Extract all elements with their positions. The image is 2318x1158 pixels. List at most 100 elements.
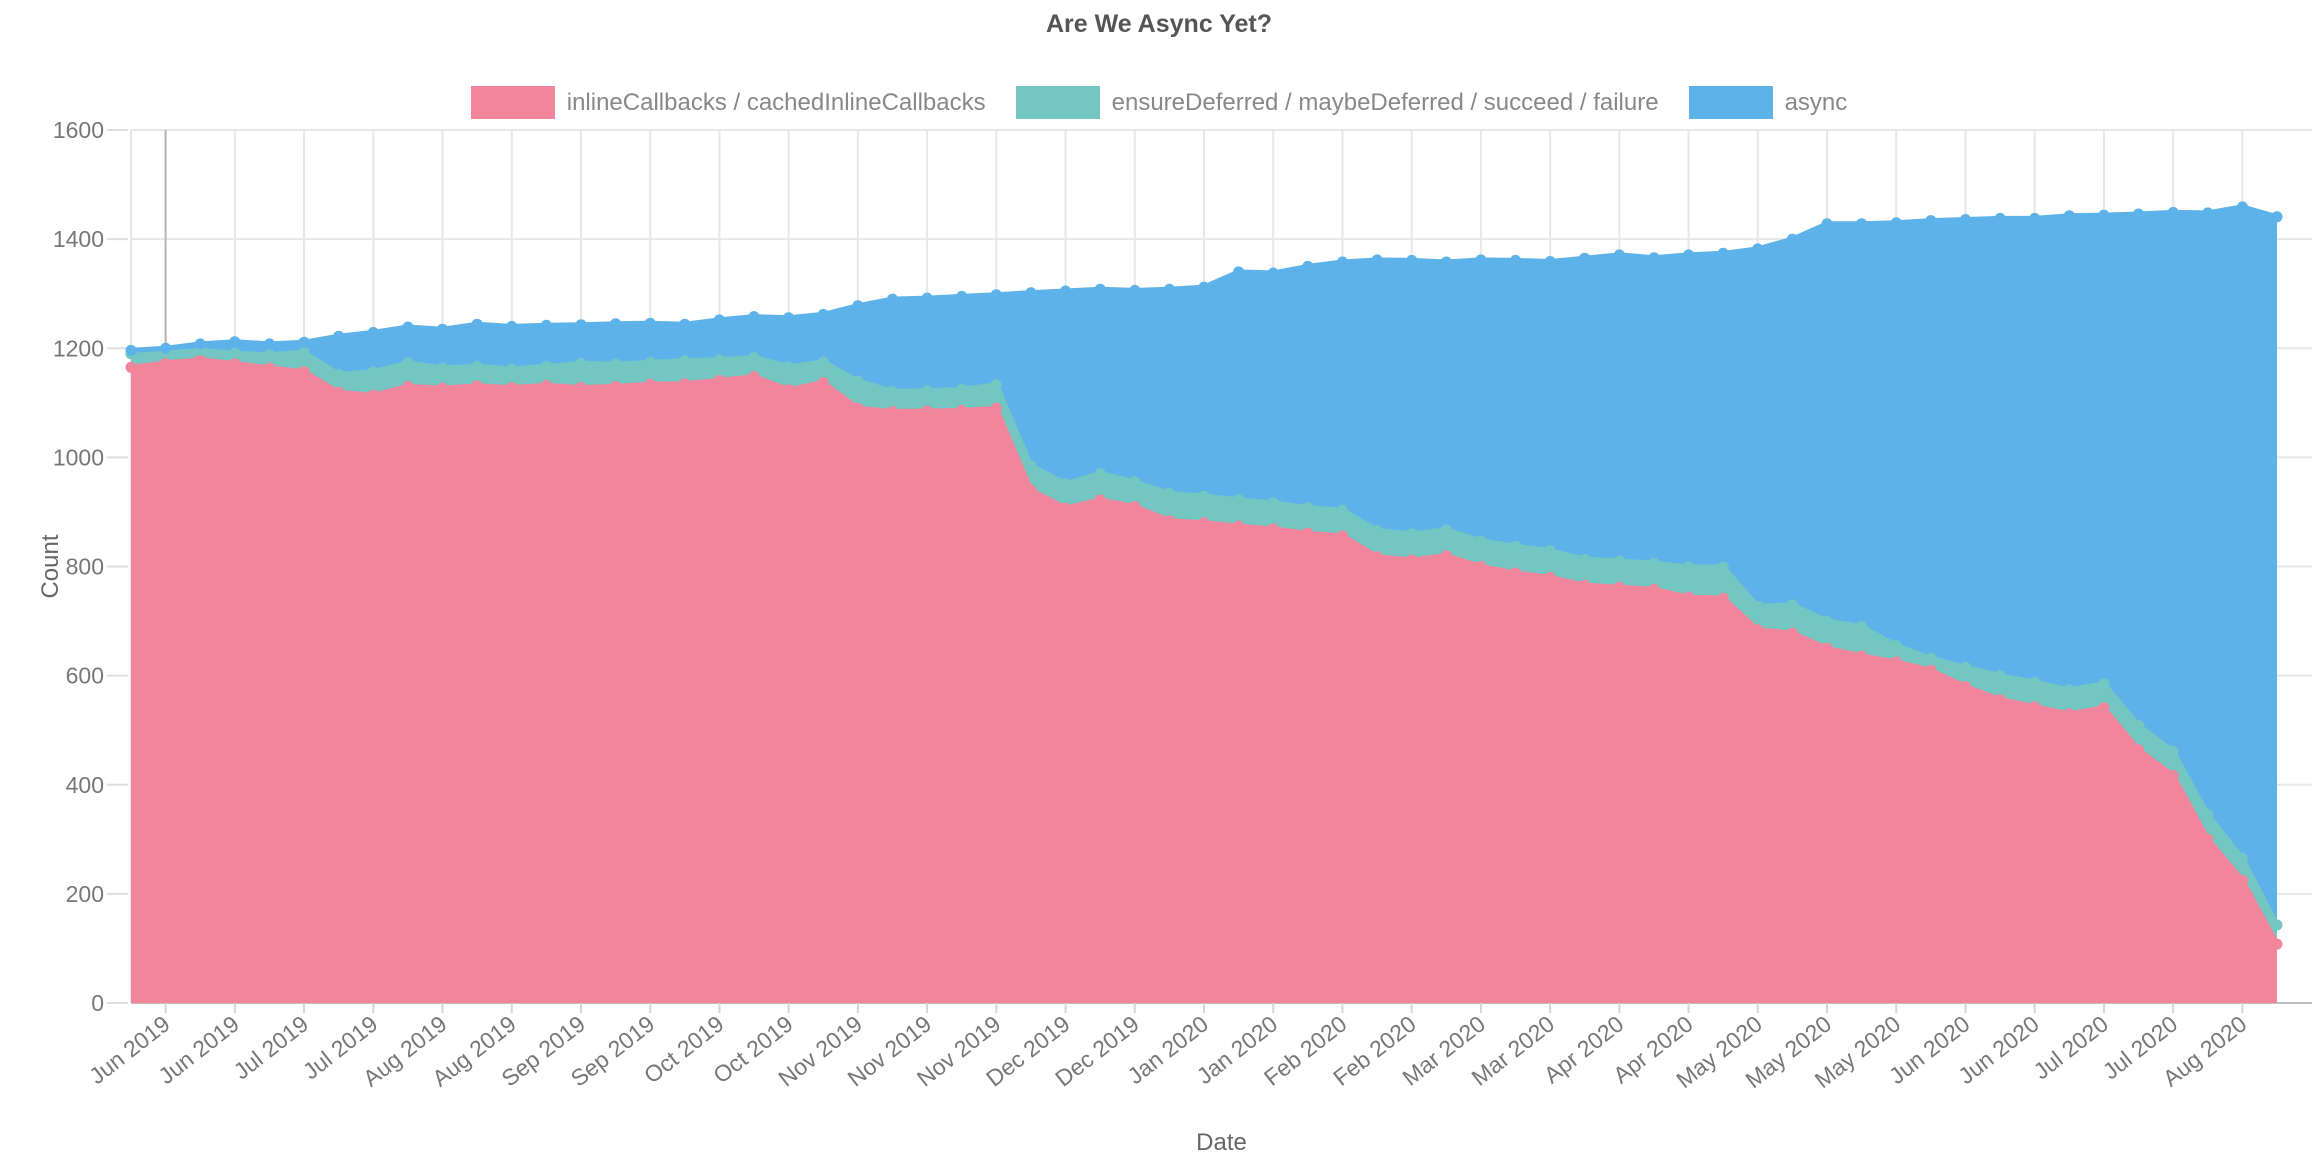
point-ensuredeferred [1337,504,1348,516]
point-async [367,326,379,338]
y-tick-label: 1400 [53,226,104,252]
point-inlinecallbacks [540,379,552,391]
point-ensuredeferred [990,379,1002,391]
y-tick-label: 1600 [53,117,104,143]
point-ensuredeferred [748,352,760,363]
point-async [956,290,968,302]
point-ensuredeferred [1579,553,1591,565]
point-ensuredeferred [921,385,933,397]
point-async [990,289,1002,301]
point-async [2271,211,2283,223]
point-inlinecallbacks [990,402,1002,414]
point-async [921,292,933,304]
point-ensuredeferred [1267,497,1279,509]
point-ensuredeferred [1821,615,1833,627]
point-async [1786,233,1798,245]
point-inlinecallbacks [1683,591,1695,603]
point-ensuredeferred [852,375,864,387]
point-inlinecallbacks [1440,550,1452,562]
legend-label-ensuredeferred: ensureDeferred / maybeDeferred / succeed… [1111,88,1659,116]
legend-item-inlinecallbacks[interactable]: inlineCallbacks / cachedInlineCallbacks [470,86,986,119]
point-async [713,314,725,326]
point-inlinecallbacks [1786,627,1798,639]
point-ensuredeferred [2029,676,2041,688]
point-inlinecallbacks [1544,571,1556,583]
point-ensuredeferred [1752,600,1764,612]
point-async [471,318,483,330]
point-inlinecallbacks [852,402,864,414]
point-ensuredeferred [2236,852,2248,864]
point-inlinecallbacks [1648,583,1660,595]
point-ensuredeferred [1683,561,1695,573]
point-ensuredeferred [2167,746,2179,757]
point-async [298,336,310,348]
point-async [2029,212,2041,224]
point-ensuredeferred [2202,809,2214,821]
point-ensuredeferred [2063,684,2075,696]
point-inlinecallbacks [402,380,414,392]
x-tick-label: Jul 2019 [229,1010,314,1084]
point-inlinecallbacks [1302,527,1314,539]
point-inlinecallbacks [644,378,656,390]
point-ensuredeferred [575,358,587,369]
point-ensuredeferred [1475,535,1487,547]
point-async [817,308,829,320]
point-inlinecallbacks [2236,874,2248,886]
y-tick-label: 200 [66,881,104,907]
point-async [575,319,587,331]
point-ensuredeferred [1544,545,1556,557]
point-ensuredeferred [333,368,345,380]
legend-item-ensuredeferred[interactable]: ensureDeferred / maybeDeferred / succeed… [1015,86,1659,119]
point-ensuredeferred [887,385,898,397]
point-async [402,321,414,333]
point-inlinecallbacks [1094,494,1106,506]
point-ensuredeferred [1510,540,1521,552]
point-ensuredeferred [783,361,795,373]
point-async [2202,207,2214,219]
point-ensuredeferred [1717,561,1729,573]
point-async [1302,260,1314,272]
point-inlinecallbacks [194,354,206,366]
point-async [160,342,172,354]
legend-swatch-ensuredeferred [1015,86,1100,119]
point-ensuredeferred [644,356,656,368]
point-ensuredeferred [1025,460,1037,472]
point-async [2098,209,2110,221]
point-async [1510,254,1521,266]
point-inlinecallbacks [506,382,518,393]
x-axis-title: Date [1196,1129,1247,1156]
point-async [644,317,656,329]
point-async [1198,281,1210,293]
point-inlinecallbacks [783,384,795,396]
point-ensuredeferred [2271,919,2283,931]
point-ensuredeferred [2098,678,2110,690]
point-ensuredeferred [1890,640,1902,652]
point-async [437,323,448,335]
point-async [1163,283,1175,295]
point-ensuredeferred [956,383,968,395]
y-tick-label: 400 [66,772,104,798]
point-inlinecallbacks [921,405,933,417]
point-inlinecallbacks [1475,561,1487,572]
point-inlinecallbacks [1821,642,1833,654]
point-inlinecallbacks [1752,624,1764,636]
point-ensuredeferred [679,355,691,367]
point-inlinecallbacks [2098,702,2110,714]
point-ensuredeferred [1094,468,1106,480]
legend-label-async: async [1784,88,1848,116]
point-async [852,300,864,312]
point-async [1267,267,1279,279]
point-ensuredeferred [229,347,241,359]
y-tick-label: 1200 [53,335,104,361]
point-ensuredeferred [1786,599,1798,611]
point-ensuredeferred [1925,652,1937,664]
point-ensuredeferred [817,356,829,368]
legend-item-async[interactable]: async [1688,86,1848,119]
point-ensuredeferred [402,357,414,369]
point-async [1821,218,1833,230]
point-async [1925,215,1937,227]
point-inlinecallbacks [1579,579,1591,591]
point-inlinecallbacks [2063,708,2075,720]
